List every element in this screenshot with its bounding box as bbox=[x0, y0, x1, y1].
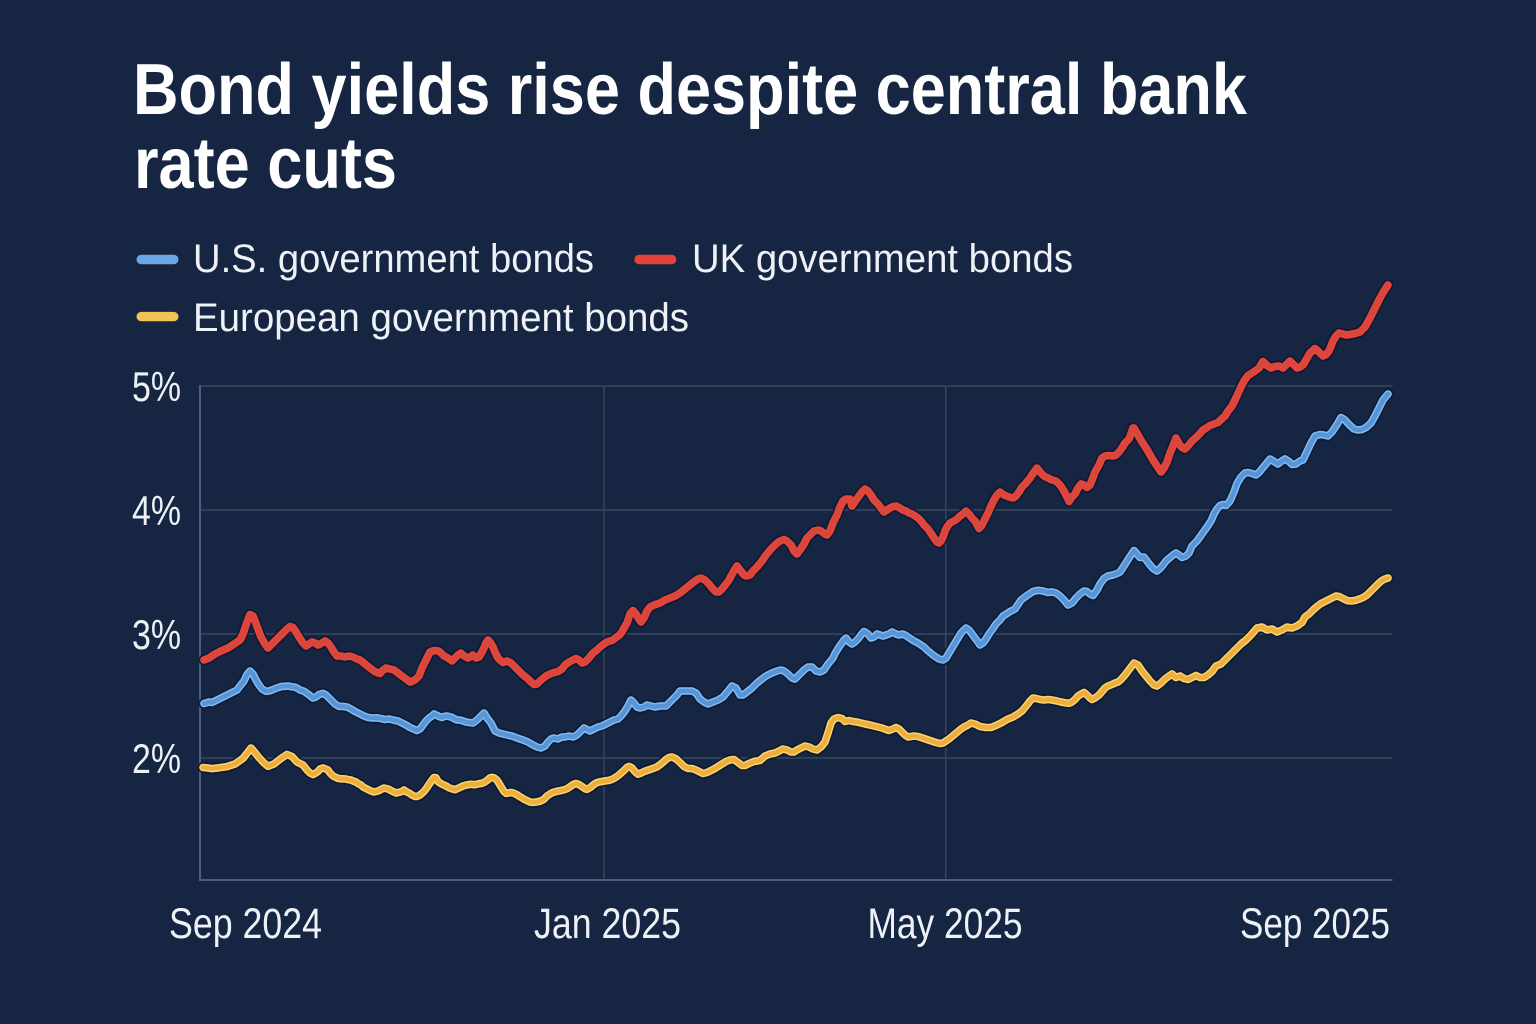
svg-text:rate cuts: rate cuts bbox=[134, 124, 397, 204]
svg-text:U.S. government bonds: U.S. government bonds bbox=[193, 237, 594, 281]
svg-text:May 2025: May 2025 bbox=[868, 900, 1023, 948]
svg-text:3%: 3% bbox=[132, 611, 181, 658]
svg-text:Sep 2024: Sep 2024 bbox=[169, 900, 322, 948]
svg-text:Bond yields rise despite centr: Bond yields rise despite central bank bbox=[133, 50, 1248, 130]
svg-text:2%: 2% bbox=[132, 735, 181, 782]
svg-text:5%: 5% bbox=[132, 363, 181, 410]
svg-text:European government bonds: European government bonds bbox=[193, 296, 689, 340]
svg-text:Jan 2025: Jan 2025 bbox=[534, 900, 681, 948]
svg-text:Sep 2025: Sep 2025 bbox=[1240, 900, 1390, 948]
svg-text:4%: 4% bbox=[132, 487, 181, 534]
svg-text:UK government bonds: UK government bonds bbox=[692, 237, 1073, 281]
